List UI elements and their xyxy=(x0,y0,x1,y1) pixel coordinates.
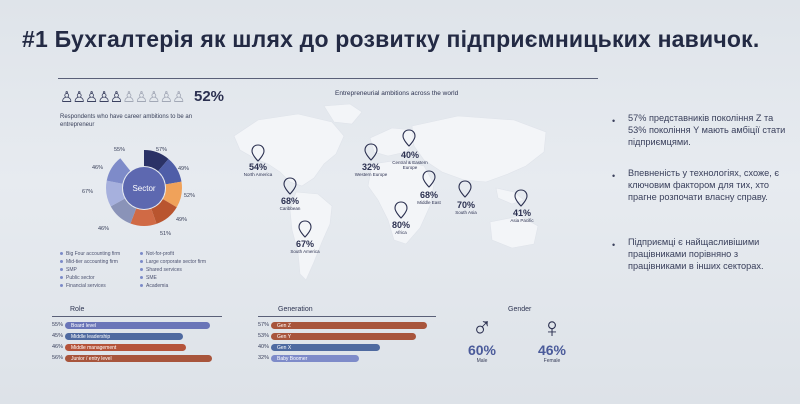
generation-row: 53% Gen Y xyxy=(258,333,430,341)
legend-item: Mid-tier accounting firm xyxy=(60,259,118,265)
generation-percent: 53% xyxy=(258,333,270,339)
generation-bar: Gen Y xyxy=(271,333,417,340)
greenland-shape xyxy=(323,103,363,125)
legend-item: Public sector xyxy=(60,275,95,281)
female-percent: 46% xyxy=(537,342,567,358)
generation-bar: Gen Z xyxy=(271,322,427,329)
generation-heading: Generation xyxy=(278,306,313,313)
role-label: Middle leadership xyxy=(71,334,111,340)
legend-item: Academia xyxy=(140,283,168,289)
role-divider xyxy=(52,316,222,317)
bullet-icon: • xyxy=(612,240,616,250)
donut-label: 46% xyxy=(92,165,104,171)
legend-item: SMP xyxy=(60,267,77,273)
people-icon-row: ♙♙♙♙♙♙♙♙♙♙ xyxy=(60,88,186,106)
role-percent: 46% xyxy=(52,344,64,350)
generation-row: 57% Gen Z xyxy=(258,322,430,330)
generation-label: Gen Y xyxy=(277,334,292,340)
map-title: Entrepreneurial ambitions across the wor… xyxy=(335,90,459,97)
donut-label: 49% xyxy=(178,166,190,172)
gender-female: ♀ 46% Female xyxy=(528,312,576,365)
role-row: 55% Board level xyxy=(52,322,218,330)
legend-item: Big Four accounting firm xyxy=(60,251,120,257)
female-icon: ♀ xyxy=(541,312,563,343)
donut-segment xyxy=(106,150,182,226)
slide-title: #1 Бухгалтерія як шлях до розвитку підпр… xyxy=(22,26,760,52)
asia-shape xyxy=(411,115,547,183)
role-bar: Board level xyxy=(65,322,210,329)
role-bar: Junior / entry level xyxy=(65,355,213,362)
role-label: Board level xyxy=(71,323,97,329)
generation-percent: 57% xyxy=(258,322,270,328)
generation-label: Gen Z xyxy=(277,323,291,329)
donut-center-label: Sector xyxy=(132,184,155,193)
bullet-icon: • xyxy=(612,171,616,181)
career-ambition-percent: 52% xyxy=(194,88,225,105)
region-middle-east: 68% Middle East xyxy=(417,190,441,205)
role-label: Middle management xyxy=(71,345,117,351)
male-icon: ♂ xyxy=(471,312,493,343)
role-row: 56% Junior / entry level xyxy=(52,355,218,363)
role-row: 46% Middle management xyxy=(52,344,218,352)
donut-segment xyxy=(106,150,182,226)
region-north-america: 54% North America xyxy=(243,162,273,177)
male-percent: 60% xyxy=(467,342,497,358)
donut-label: 46% xyxy=(98,226,110,232)
role-row: 45% Middle leadership xyxy=(52,333,218,341)
donut-label: 57% xyxy=(156,147,168,153)
people-icon-empty: ♙♙♙♙♙ xyxy=(122,89,185,106)
donut-label: 67% xyxy=(82,189,94,195)
female-label: Female xyxy=(543,358,561,364)
career-ambition-description: Respondents who have career ambitions to… xyxy=(60,114,193,128)
donut-segment xyxy=(106,150,182,226)
region-south-asia: 70% South Asia xyxy=(455,200,477,215)
region-central-eastern-europe: 40% Central & Eastern Europe xyxy=(392,150,428,170)
role-heading: Role xyxy=(70,306,85,313)
donut-center xyxy=(123,167,165,209)
donut-label: 55% xyxy=(114,147,126,153)
role-percent: 45% xyxy=(52,333,64,339)
australia-shape xyxy=(489,215,539,249)
male-label: Male xyxy=(476,358,488,364)
region-asia-pacific: 41% Asia Pacific xyxy=(510,208,534,223)
generation-percent: 40% xyxy=(258,344,270,350)
role-label: Junior / entry level xyxy=(71,356,112,362)
title-divider xyxy=(58,78,598,79)
region-africa: 80% Africa xyxy=(391,220,410,235)
bullet-icon: • xyxy=(612,116,616,126)
generation-bar: Baby Boomer xyxy=(271,355,359,362)
legend-item: SME xyxy=(140,275,157,281)
region-south-america: 67% South America xyxy=(290,239,320,254)
generation-label: Gen X xyxy=(277,345,292,351)
legend-item: Financial services xyxy=(60,283,106,289)
generation-row: 40% Gen X xyxy=(258,344,430,352)
generation-label: Baby Boomer xyxy=(277,356,308,362)
gender-male: ♂ 60% Male xyxy=(458,312,506,365)
role-percent: 56% xyxy=(52,355,64,361)
donut-label: 52% xyxy=(184,193,196,199)
region-caribbean: 68% Caribbean xyxy=(279,196,301,211)
donut-label: 49% xyxy=(176,217,188,223)
legend-item: Not-for-profit xyxy=(140,251,174,257)
donut-label: 51% xyxy=(160,231,172,237)
generation-row: 32% Baby Boomer xyxy=(258,355,430,363)
legend-item: Shared services xyxy=(140,267,182,273)
role-percent: 55% xyxy=(52,322,64,328)
generation-divider xyxy=(258,316,436,317)
generation-bar: Gen X xyxy=(271,344,381,351)
role-bar: Middle leadership xyxy=(65,333,184,340)
sector-donut-chart: Sector xyxy=(106,150,182,226)
gender-heading: Gender xyxy=(508,306,532,313)
region-western-europe: 32% Western Europe xyxy=(354,162,388,177)
legend-item: Large corporate sector firm xyxy=(140,259,206,265)
generation-percent: 32% xyxy=(258,355,270,361)
donut-segment xyxy=(106,150,182,226)
people-icon-filled: ♙♙♙♙♙ xyxy=(60,89,123,106)
role-bar: Middle management xyxy=(65,344,187,351)
indonesia-shape xyxy=(495,187,525,205)
